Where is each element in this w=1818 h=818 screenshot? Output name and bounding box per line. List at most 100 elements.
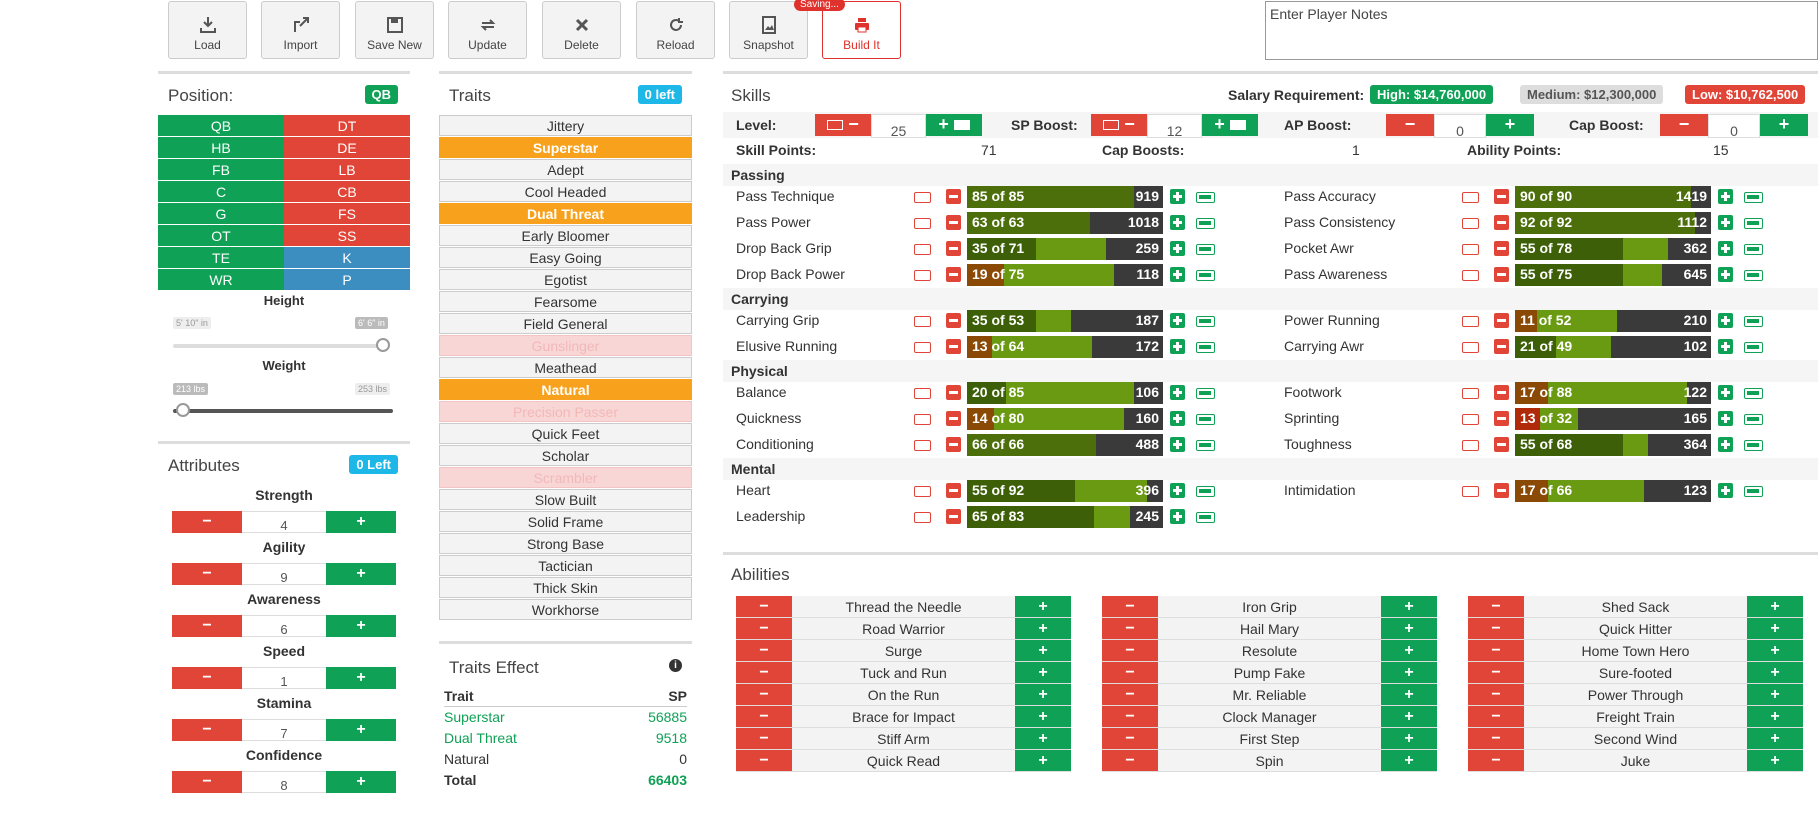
minus-button[interactable]	[1494, 189, 1509, 204]
trait-precision-passer[interactable]: Precision Passer	[439, 401, 692, 422]
trait-easy-going[interactable]: Easy Going	[439, 247, 692, 268]
sp-boost-input[interactable]: 12	[1147, 114, 1202, 139]
minus-button[interactable]	[1494, 267, 1509, 282]
ability-plus-button[interactable]: +	[1381, 750, 1437, 771]
battery-full-icon[interactable]	[1196, 270, 1215, 281]
battery-empty-icon[interactable]	[1462, 414, 1479, 425]
position-dt-button[interactable]: DT	[284, 115, 410, 137]
ability-plus-button[interactable]: +	[1381, 706, 1437, 727]
ability-plus-button[interactable]: +	[1015, 706, 1071, 727]
ability-plus-button[interactable]: +	[1015, 662, 1071, 683]
battery-full-icon[interactable]	[1196, 192, 1215, 203]
ability-plus-button[interactable]: +	[1015, 618, 1071, 639]
ability-plus-button[interactable]: +	[1381, 684, 1437, 705]
minus-button[interactable]	[946, 267, 961, 282]
skill-bar[interactable]: 55 of 92 396	[967, 480, 1163, 502]
position-te-button[interactable]: TE	[158, 247, 284, 269]
battery-full-icon[interactable]	[1744, 486, 1763, 497]
trait-gunslinger[interactable]: Gunslinger	[439, 335, 692, 356]
ability-plus-button[interactable]: +	[1015, 684, 1071, 705]
skill-bar[interactable]: 20 of 85 106	[967, 382, 1163, 404]
ability-minus-button[interactable]: −	[1102, 728, 1158, 749]
plus-button[interactable]	[1170, 189, 1185, 204]
minus-button[interactable]	[1494, 215, 1509, 230]
minus-button[interactable]: −	[172, 563, 242, 585]
battery-empty-icon[interactable]	[914, 486, 931, 497]
skill-bar[interactable]: 21 of 49 102	[1515, 336, 1711, 358]
battery-full-icon[interactable]	[1196, 316, 1215, 327]
attribute-value[interactable]: 7	[242, 719, 326, 741]
ability-minus-button[interactable]: −	[736, 706, 792, 727]
minus-button[interactable]	[1494, 313, 1509, 328]
battery-empty-icon[interactable]	[1462, 270, 1479, 281]
ability-minus-button[interactable]: −	[736, 640, 792, 661]
save-new-button[interactable]: Save New	[355, 1, 434, 59]
trait-early-bloomer[interactable]: Early Bloomer	[439, 225, 692, 246]
minus-button[interactable]	[946, 509, 961, 524]
battery-empty-icon[interactable]	[914, 342, 931, 353]
plus-button[interactable]	[1718, 385, 1733, 400]
minus-button[interactable]: −	[172, 615, 242, 637]
ability-plus-button[interactable]: +	[1381, 662, 1437, 683]
level-max-button[interactable]: +	[926, 114, 982, 136]
trait-natural[interactable]: Natural	[439, 379, 692, 400]
plus-button[interactable]	[1170, 509, 1185, 524]
position-cb-button[interactable]: CB	[284, 181, 410, 203]
minus-button[interactable]: −	[172, 771, 242, 793]
minus-button[interactable]	[946, 339, 961, 354]
ability-plus-button[interactable]: +	[1381, 728, 1437, 749]
sp-boost-max-button[interactable]: +	[1202, 114, 1258, 136]
position-ss-button[interactable]: SS	[284, 225, 410, 247]
minus-button[interactable]	[1494, 339, 1509, 354]
ap-boost-input[interactable]: 0	[1434, 114, 1486, 139]
ability-minus-button[interactable]: −	[1468, 684, 1524, 705]
ability-minus-button[interactable]: −	[1468, 618, 1524, 639]
battery-empty-icon[interactable]	[1462, 218, 1479, 229]
trait-scrambler[interactable]: Scrambler	[439, 467, 692, 488]
battery-empty-icon[interactable]	[1462, 244, 1479, 255]
plus-button[interactable]	[1170, 313, 1185, 328]
minus-button[interactable]	[946, 215, 961, 230]
ability-minus-button[interactable]: −	[1468, 706, 1524, 727]
ability-plus-button[interactable]: +	[1747, 640, 1803, 661]
player-notes-textarea[interactable]: Enter Player Notes	[1265, 1, 1818, 60]
battery-empty-icon[interactable]	[914, 414, 931, 425]
battery-full-icon[interactable]	[1744, 192, 1763, 203]
skill-bar[interactable]: 92 of 92 1112	[1515, 212, 1711, 234]
ability-minus-button[interactable]: −	[1102, 662, 1158, 683]
minus-button[interactable]	[946, 483, 961, 498]
minus-button[interactable]	[1494, 483, 1509, 498]
skill-bar[interactable]: 90 of 90 1419	[1515, 186, 1711, 208]
minus-button[interactable]	[946, 313, 961, 328]
minus-button[interactable]: −	[172, 719, 242, 741]
minus-button[interactable]	[1494, 411, 1509, 426]
skill-bar[interactable]: 17 of 66 123	[1515, 480, 1711, 502]
plus-button[interactable]	[1170, 483, 1185, 498]
load-button[interactable]: Load	[168, 1, 247, 59]
position-ot-button[interactable]: OT	[158, 225, 284, 247]
weight-slider-handle[interactable]	[176, 403, 190, 417]
position-fs-button[interactable]: FS	[284, 203, 410, 225]
plus-button[interactable]: +	[326, 615, 396, 637]
ability-minus-button[interactable]: −	[736, 684, 792, 705]
battery-full-icon[interactable]	[1744, 218, 1763, 229]
ability-plus-button[interactable]: +	[1747, 706, 1803, 727]
plus-button[interactable]	[1170, 437, 1185, 452]
minus-button[interactable]	[1494, 241, 1509, 256]
position-de-button[interactable]: DE	[284, 137, 410, 159]
battery-full-icon[interactable]	[1196, 440, 1215, 451]
plus-button[interactable]	[1170, 241, 1185, 256]
position-lb-button[interactable]: LB	[284, 159, 410, 181]
height-slider-track[interactable]	[173, 344, 385, 348]
weight-slider-track[interactable]	[173, 409, 393, 413]
battery-empty-icon[interactable]	[914, 388, 931, 399]
battery-full-icon[interactable]	[1196, 342, 1215, 353]
ability-plus-button[interactable]: +	[1381, 596, 1437, 617]
battery-full-icon[interactable]	[1196, 512, 1215, 523]
skill-bar[interactable]: 35 of 71 259	[967, 238, 1163, 260]
battery-empty-icon[interactable]	[914, 244, 931, 255]
height-slider-handle[interactable]	[376, 338, 390, 352]
trait-dual-threat[interactable]: Dual Threat	[439, 203, 692, 224]
battery-full-icon[interactable]	[1744, 316, 1763, 327]
battery-empty-icon[interactable]	[914, 316, 931, 327]
